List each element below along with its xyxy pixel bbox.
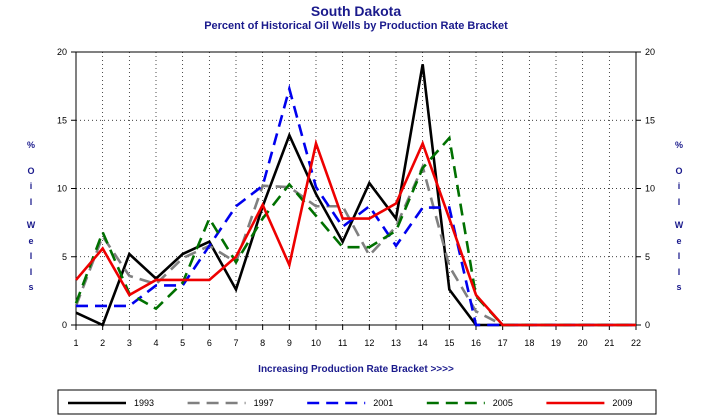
x-tick-label: 6 <box>207 338 212 348</box>
x-tick-label: 13 <box>391 338 401 348</box>
legend-label-2001: 2001 <box>373 398 393 408</box>
x-tick-label: 2 <box>100 338 105 348</box>
x-axis-label: Increasing Production Rate Bracket >>>> <box>258 364 454 375</box>
y-axis-label-char: l <box>677 196 681 207</box>
x-tick-label: 9 <box>287 338 292 348</box>
x-tick-label: 7 <box>233 338 238 348</box>
y-axis-label-char: i <box>677 181 681 191</box>
y-axis-label-char: e <box>676 235 682 246</box>
y-tick-label-right: 20 <box>645 47 655 57</box>
legend-label-2005: 2005 <box>493 398 513 408</box>
series-line-2009 <box>75 138 636 327</box>
x-tick-label: 15 <box>444 338 454 348</box>
legend-label-2009: 2009 <box>612 398 632 408</box>
chart-title: South Dakota <box>310 3 402 19</box>
x-tick-label: 8 <box>260 338 265 348</box>
x-tick-label: 10 <box>311 338 321 348</box>
x-tick-label: 20 <box>578 338 588 348</box>
x-tick-label: 14 <box>418 338 428 348</box>
y-axis-label-char: e <box>28 235 34 246</box>
x-tick-label: 12 <box>364 338 374 348</box>
y-tick-label-left: 20 <box>57 47 67 57</box>
y-tick-label-right: 0 <box>645 320 650 330</box>
series-line-1997 <box>74 162 636 327</box>
y-tick-label-right: 5 <box>645 252 650 262</box>
x-tick-label: 19 <box>551 338 561 348</box>
x-tick-label: 4 <box>153 338 158 348</box>
y-tick-label-right: 10 <box>645 184 655 194</box>
y-axis-label-char: s <box>28 282 34 292</box>
series-line-2001 <box>76 83 636 327</box>
y-axis-label-char: O <box>27 165 35 176</box>
y-axis-label-char: W <box>26 220 36 230</box>
y-axis-label-char: % <box>26 140 35 150</box>
series-line-1993 <box>75 64 636 327</box>
x-tick-label: 11 <box>338 338 347 348</box>
y-tick-label-right: 15 <box>645 115 655 125</box>
y-tick-label-left: 5 <box>62 252 67 262</box>
y-axis-label-char: l <box>29 196 33 207</box>
legend-label-1997: 1997 <box>254 398 274 408</box>
legend-label-1993: 1993 <box>134 398 154 408</box>
x-tick-label: 22 <box>631 338 641 348</box>
y-tick-label-left: 0 <box>62 320 67 330</box>
y-axis-label-char: % <box>674 140 683 150</box>
y-tick-label-left: 10 <box>57 184 67 194</box>
y-axis-label-char: s <box>676 282 682 292</box>
y-axis-label-char: W <box>674 220 684 230</box>
y-axis-label-char: O <box>675 165 683 176</box>
x-tick-label: 1 <box>73 338 78 348</box>
chart-subtitle: Percent of Historical Oil Wells by Produ… <box>204 20 508 32</box>
x-tick-label: 18 <box>524 338 534 348</box>
x-tick-label: 16 <box>471 338 481 348</box>
y-axis-label-char: l <box>29 266 33 277</box>
x-tick-label: 17 <box>498 338 508 348</box>
x-tick-label: 21 <box>604 338 614 348</box>
y-axis-label-char: l <box>29 251 33 261</box>
y-axis-label-char: l <box>677 266 681 277</box>
y-axis-label-char: l <box>677 251 681 261</box>
y-tick-label-left: 15 <box>57 115 67 125</box>
x-tick-label: 3 <box>127 338 132 348</box>
x-tick-label: 5 <box>180 338 185 348</box>
y-axis-label-char: i <box>29 181 33 191</box>
